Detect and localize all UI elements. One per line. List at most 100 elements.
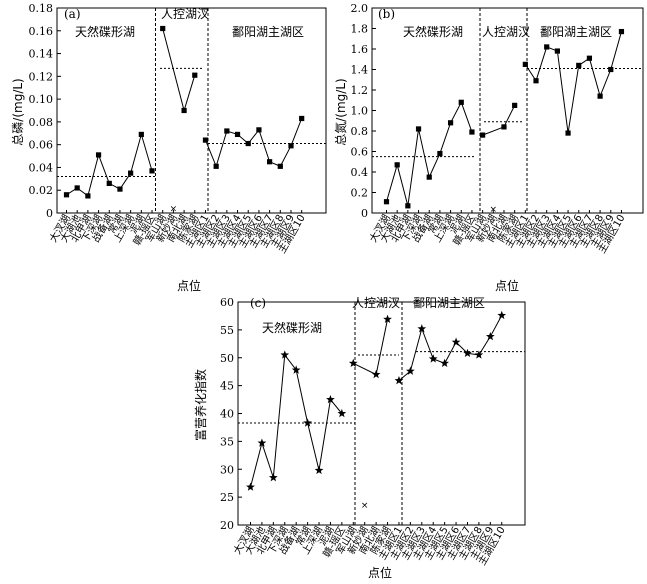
panel-a-data-point (288, 143, 294, 149)
panel-a-data-point (202, 137, 209, 143)
panel-b-ytick-label: 1.6 (351, 43, 369, 56)
panel-a: (a) 天然碟形湖 人控湖汊 鄱阳湖主湖区 总磷/(mg/L) 点位 0 0.02… (10, 2, 327, 293)
panel-c-ytick-label: 60 (220, 296, 234, 309)
panel-c-data-point (394, 376, 404, 385)
panel-c-series-line-1 (250, 353, 343, 488)
panel-b-data-point (405, 203, 411, 209)
panel-b-data-point (533, 78, 539, 84)
panel-b-series-line-1 (386, 101, 473, 206)
panel-c-ytick-label: 50 (220, 352, 234, 365)
panel-a-region-controlled: 人控湖汊 (161, 6, 209, 21)
panel-c-series-line-2 (353, 319, 389, 376)
panel-b-label: (b) (378, 7, 395, 21)
panel-c-data-point (417, 324, 427, 333)
panel-a-data-point (160, 25, 166, 32)
panel-a-ytick-label: 0.04 (29, 161, 54, 174)
panel-a-xlabel: 点位 (177, 278, 201, 293)
panel-b-data-point (576, 62, 582, 68)
panel-c-data-point (280, 350, 290, 359)
panel-a-ytick-label: 0.18 (29, 2, 54, 15)
panel-a-data-point (267, 159, 273, 165)
panel-b-ytick-label: 2.0 (351, 2, 369, 15)
panel-c-plot-frame (237, 301, 526, 526)
panel-b-xlabel: 点位 (495, 278, 519, 293)
panel-a-region-natural: 天然碟形湖 (75, 24, 135, 39)
panel-b-ytick-label: 0.6 (351, 146, 369, 159)
panel-b-ytick-label: 0.2 (351, 187, 369, 200)
panel-b-region-natural: 天然碟形湖 (403, 24, 463, 39)
panel-b-ytick-label: 1.4 (351, 64, 369, 77)
panel-a-region-main: 鄱阳湖主湖区 (232, 24, 304, 39)
panel-a-data-point (63, 192, 70, 198)
panel-a-data-point (128, 170, 134, 176)
panel-a-data-point (192, 72, 198, 78)
panel-a-label: (a) (64, 7, 81, 21)
panel-c: (c) 天然碟形湖 人控湖汊 鄱阳湖主湖区 富营养化指数 点位 20253035… (193, 295, 526, 580)
panel-c-outlier-point: × (361, 501, 369, 511)
panel-a-data-point (224, 128, 230, 134)
panel-a-data-point (106, 180, 112, 186)
panel-a-ytick-label: 0.12 (29, 70, 54, 83)
panel-b-ytick-label: 1.0 (351, 105, 369, 118)
panel-b-data-point (458, 99, 464, 105)
panel-a-data-point (149, 168, 155, 174)
panel-b-series-line-3 (524, 31, 622, 134)
panel-c-data-point (291, 365, 301, 374)
panel-c-data-point (371, 369, 381, 379)
panel-b-data-point (501, 124, 507, 130)
panel-b-data-point (565, 130, 571, 136)
panel-c-data-point (326, 394, 335, 404)
panel-a-data-point (138, 131, 144, 138)
panel-a-ytick-label: 0.10 (29, 93, 54, 106)
panel-b-data-point (512, 102, 518, 108)
panel-b-ytick-label: 1.2 (351, 84, 369, 97)
panel-c-data-point (268, 473, 278, 482)
panel-c-region-natural: 天然碟形湖 (262, 320, 322, 335)
panel-c-xlabel: 点位 (368, 565, 392, 580)
panel-b-data-point (383, 199, 390, 205)
panel-a-data-point (74, 185, 80, 191)
panel-c-ytick-label: 45 (220, 380, 234, 393)
panel-b-data-point (447, 120, 454, 126)
panel-a-plot-frame (56, 7, 327, 214)
panel-b-data-point (597, 93, 603, 99)
panel-c-ytick-label: 20 (220, 519, 234, 532)
panel-a-ytick-label: 0.02 (29, 184, 54, 197)
panel-a-data-point (277, 163, 283, 169)
panel-b-data-point (586, 55, 593, 61)
panel-a-ytick-label: 0 (46, 207, 53, 220)
panel-c-label: (c) (250, 296, 266, 310)
panel-c-data-point (485, 331, 495, 341)
panel-a-outlier-point: × (170, 204, 178, 214)
panel-a-series-line-2 (162, 28, 196, 113)
panel-b-data-point (426, 174, 432, 180)
panel-c-data-point (337, 408, 347, 418)
panel-a-ylabel: 总磷/(mg/L) (10, 78, 25, 145)
panel-b-data-point (437, 150, 443, 157)
panel-b-data-point (415, 126, 422, 132)
panel-c-ytick-label: 35 (220, 435, 234, 448)
panel-b-ytick-label: 0.4 (351, 166, 369, 179)
panel-b-series-line-2 (482, 105, 516, 136)
panel-c-data-point (303, 418, 312, 427)
panel-c-data-point (451, 337, 461, 346)
panel-a-data-point (181, 107, 187, 114)
panel-c-data-point (440, 358, 450, 368)
panel-b-data-point (544, 44, 550, 50)
panel-c-ytick-label: 40 (220, 408, 234, 421)
panel-a-data-point (85, 193, 91, 199)
panel-b-data-point (618, 28, 625, 35)
panel-c-ytick-label: 30 (220, 463, 234, 476)
panel-b-ytick-label: 0 (361, 207, 368, 220)
panel-b-data-point (554, 48, 560, 54)
panel-c-ytick-label: 25 (220, 491, 234, 504)
panel-c-ytick-label: 55 (220, 324, 234, 337)
panel-a-data-point (256, 127, 262, 133)
panel-b-ylabel: 总氮/(mg/L) (333, 78, 348, 145)
panel-b-data-point (469, 129, 475, 135)
panel-a-data-point (299, 115, 305, 122)
panel-c-data-point (257, 438, 267, 447)
panel-a-ytick-label: 0.06 (29, 139, 54, 152)
panel-a-data-point (213, 163, 219, 169)
